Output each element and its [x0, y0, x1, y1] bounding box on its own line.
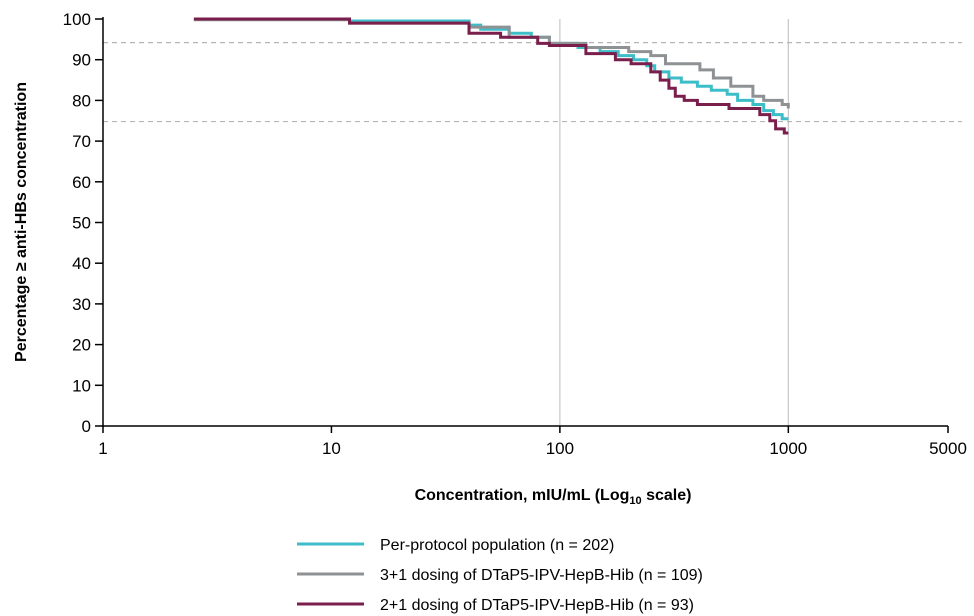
y-tick-label: 90: [72, 51, 91, 70]
y-tick-label: 50: [72, 214, 91, 233]
x-tick-label: 10: [322, 439, 341, 458]
x-axis-title-suffix: scale): [642, 487, 692, 504]
y-tick-label: 40: [72, 254, 91, 273]
y-tick-label: 80: [72, 91, 91, 110]
legend-item: 3+1 dosing of DTaP5-IPV-HepB-Hib (n = 10…: [297, 567, 703, 584]
y-tick-label: 70: [72, 132, 91, 151]
legend-label: 3+1 dosing of DTaP5-IPV-HepB-Hib (n = 10…: [380, 567, 703, 584]
reference-lines: [103, 19, 962, 426]
series-line-3: [193, 17, 789, 135]
x-tick-label: 100: [546, 439, 574, 458]
x-tick-label: 1000: [769, 439, 807, 458]
legend-label: Per-protocol population (n = 202): [380, 537, 614, 554]
series-line-2: [193, 18, 790, 109]
legend-item: 2+1 dosing of DTaP5-IPV-HepB-Hib (n = 93…: [297, 597, 694, 614]
legend: Per-protocol population (n = 202) 3+1 dos…: [297, 537, 703, 614]
y-tick-label: 10: [72, 376, 91, 395]
y-tick-label: 0: [82, 417, 91, 436]
x-tick-label: 5000: [929, 439, 967, 458]
x-axis-title-subscript: 10: [629, 495, 641, 507]
series-lines: [193, 17, 790, 135]
x-axis-title-main: Concentration, mIU/mL (Log: [415, 487, 630, 504]
legend-item: Per-protocol population (n = 202): [297, 537, 614, 554]
x-axis-title: Concentration, mIU/mL (Log10 scale): [415, 487, 692, 507]
y-tick-label: 100: [63, 10, 91, 29]
y-tick-label: 30: [72, 295, 91, 314]
legend-label: 2+1 dosing of DTaP5-IPV-HepB-Hib (n = 93…: [380, 597, 694, 614]
y-axis-title: Percentage ≥ anti-HBs concentration: [13, 82, 30, 362]
y-tick-label: 20: [72, 336, 91, 355]
x-tick-label: 1: [98, 439, 107, 458]
y-tick-label: 60: [72, 173, 91, 192]
